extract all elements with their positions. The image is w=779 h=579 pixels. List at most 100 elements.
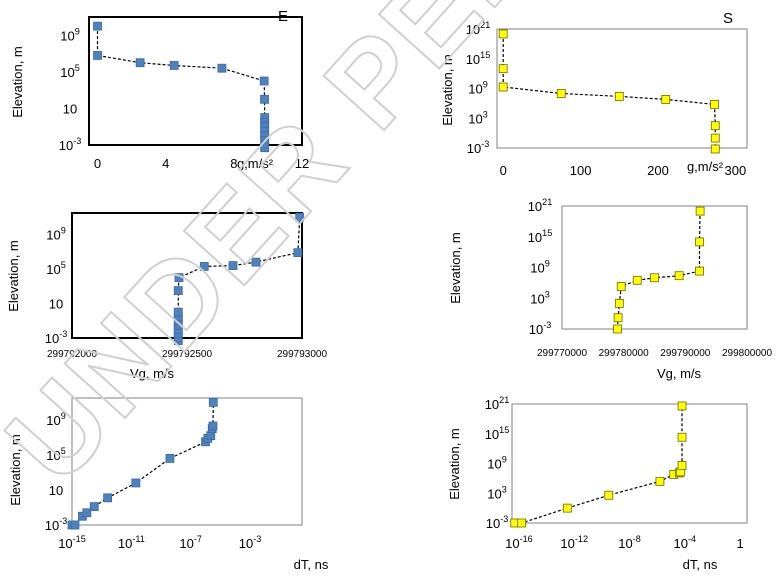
- y-tick-label: 10-3: [45, 516, 68, 533]
- data-point: [604, 490, 614, 500]
- x-tick-label: 1: [736, 536, 743, 551]
- data-point: [677, 461, 687, 470]
- data-point: [613, 313, 623, 323]
- y-tick-label: 105: [46, 260, 66, 277]
- series-line: [502, 34, 716, 149]
- data-point: [677, 432, 687, 442]
- x-tick-label: 10-11: [118, 534, 145, 551]
- y-tick-label: 10-3: [59, 136, 82, 153]
- chart-2: 0 100 200 300 1021 1015 109 103 10-3 Elevation, m…: [440, 10, 748, 178]
- x-axis-label: dT, ns: [683, 557, 718, 572]
- x-tick-label: 10-4: [674, 534, 697, 551]
- x-tick-label: 10-3: [239, 534, 262, 551]
- y-axis-label: Elevation, m: [8, 434, 23, 506]
- data-point: [674, 271, 684, 281]
- data-point: [173, 286, 183, 295]
- data-point: [93, 21, 102, 31]
- y-axis-label: Elevation, m: [440, 54, 455, 126]
- y-tick-label: 1015: [528, 228, 553, 245]
- data-point: [616, 282, 626, 291]
- data-point: [517, 518, 527, 528]
- x-tick-label: 10-16: [505, 534, 533, 551]
- data-point: [174, 273, 184, 283]
- y-tick-label: 109: [468, 80, 488, 97]
- x-tick-label: 0: [500, 163, 507, 178]
- plot-area: [511, 403, 748, 524]
- data-point: [82, 508, 92, 518]
- x-tick-label: 100: [570, 163, 592, 178]
- plot-area: [88, 16, 303, 146]
- x-tick-label: 8: [230, 156, 237, 171]
- x-tick-label: 299800000: [722, 348, 772, 359]
- plot-area: [71, 212, 303, 339]
- x-tick-label: 4: [162, 156, 169, 171]
- y-tick-label: 10: [63, 101, 77, 116]
- data-point: [498, 82, 508, 92]
- x-tick-label: 300: [725, 163, 747, 178]
- plot-area: [496, 28, 748, 149]
- y-tick-label: 105: [60, 63, 80, 80]
- data-point: [295, 212, 305, 222]
- data-point: [695, 206, 705, 216]
- data-point: [632, 275, 642, 285]
- x-tick-label: 299770000: [537, 348, 587, 359]
- data-point: [89, 502, 99, 512]
- y-axis-label: Elevation, m: [447, 428, 462, 500]
- data-point: [217, 63, 227, 73]
- data-point: [260, 94, 269, 104]
- x-axis-label: Vg, m/s: [657, 366, 702, 381]
- data-point: [498, 29, 508, 39]
- data-point: [135, 58, 145, 68]
- data-point: [661, 95, 671, 104]
- y-tick-label: 10-3: [45, 329, 68, 346]
- y-tick-label: 1015: [466, 50, 491, 67]
- data-point: [556, 89, 566, 98]
- data-point: [498, 64, 508, 74]
- data-point: [710, 144, 720, 154]
- data-point: [695, 266, 704, 276]
- data-point: [613, 324, 622, 334]
- data-point: [228, 261, 238, 270]
- y-tick-label: 10: [49, 297, 63, 312]
- data-point: [614, 92, 624, 101]
- data-point: [293, 248, 303, 258]
- data-point: [260, 143, 270, 153]
- data-point: [103, 493, 113, 503]
- x-axis-label: g,m/s²: [687, 159, 724, 174]
- data-point: [173, 307, 183, 317]
- data-point: [165, 454, 175, 463]
- y-tick-label: 1021: [528, 197, 553, 214]
- data-point: [614, 298, 624, 308]
- plot-area: [71, 397, 303, 526]
- y-tick-label: 109: [60, 26, 80, 43]
- y-tick-label: 1021: [485, 395, 510, 412]
- data-point: [710, 99, 719, 109]
- data-point: [169, 61, 179, 70]
- x-tick-label: 10-8: [618, 534, 641, 551]
- x-axis-label: dT, ns: [294, 557, 329, 572]
- data-point: [208, 397, 218, 407]
- x-tick-label: 299790000: [660, 348, 710, 359]
- data-point: [208, 421, 218, 431]
- data-point: [695, 237, 704, 247]
- plot-area: [561, 205, 748, 330]
- series-line: [616, 211, 701, 330]
- x-axis-label: Vg, m/s: [130, 366, 175, 381]
- chart-3: 299792000 299792500 299793000 109 105 10 10-3 E…: [6, 212, 327, 381]
- x-tick-label: 299792000: [47, 349, 97, 360]
- panel-title: E: [278, 8, 288, 25]
- y-tick-label: 109: [46, 226, 66, 243]
- data-point: [131, 478, 141, 488]
- x-tick-label: 299792500: [162, 349, 212, 360]
- data-point: [710, 133, 720, 143]
- chart-6: 10-16 10-12 10-8 10-4 1 1021 1015 109 103 10-3 Ele…: [447, 395, 748, 572]
- data-point: [562, 503, 572, 513]
- x-tick-label: 10-15: [58, 534, 86, 551]
- x-tick-label: 10-12: [560, 534, 588, 551]
- data-point: [251, 257, 261, 267]
- x-tick-label: 0: [94, 156, 101, 171]
- y-tick-label: 10-3: [467, 139, 490, 156]
- y-axis-label: Elevation, m: [10, 46, 25, 118]
- y-tick-label: 103: [468, 109, 488, 126]
